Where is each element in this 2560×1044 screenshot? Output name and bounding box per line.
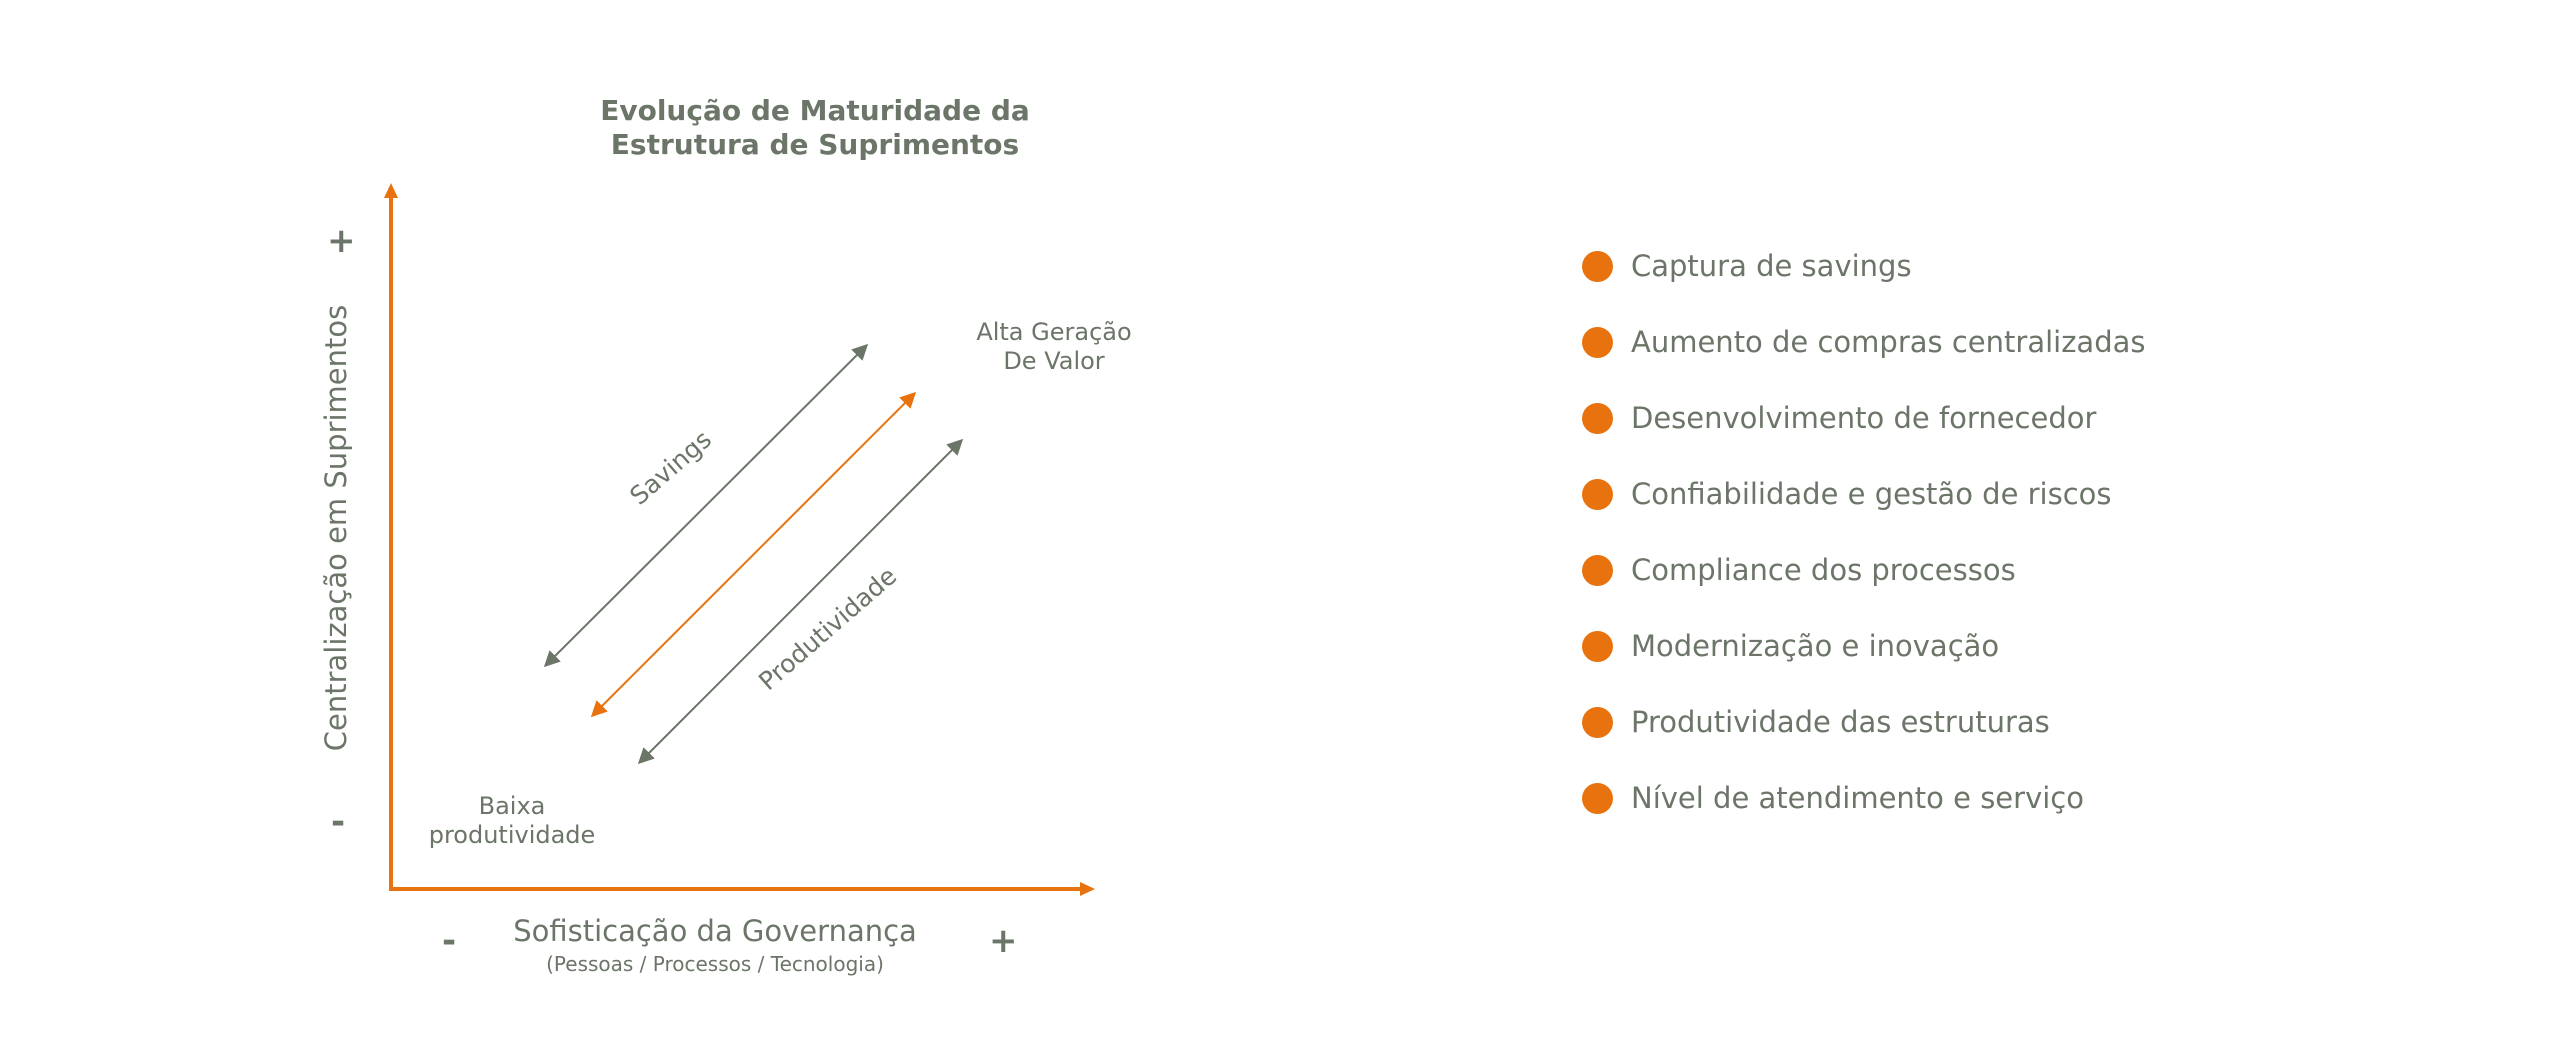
list-item: Aumento de compras centralizadas — [1582, 304, 2342, 380]
high-value-label-line2: De Valor — [1003, 347, 1105, 375]
list-item: Modernização e inovação — [1582, 608, 2342, 684]
y-axis-minus: - — [331, 802, 346, 842]
low-productivity-label-line1: Baixa — [478, 792, 546, 820]
x-axis-label: Sofisticação da Governança — [513, 914, 917, 948]
benefit-text: Desenvolvimento de fornecedor — [1631, 401, 2097, 435]
bullet-dot — [1582, 326, 1613, 358]
bullet-dot — [1582, 630, 1613, 662]
bullet-dot — [1582, 250, 1613, 282]
list-item: Captura de savings — [1582, 228, 2342, 304]
bullet-dot — [1582, 554, 1613, 586]
list-item: Compliance dos processos — [1582, 532, 2342, 608]
benefit-text: Captura de savings — [1631, 249, 1912, 283]
bullet-dot — [1582, 782, 1613, 814]
benefits-list: Captura de savings Aumento de compras ce… — [1582, 228, 2342, 836]
benefit-text: Compliance dos processos — [1631, 553, 2016, 587]
y-axis-plus: + — [327, 221, 356, 261]
benefit-text: Modernização e inovação — [1631, 629, 2000, 663]
x-axis-minus: - — [442, 921, 457, 961]
high-value-label-line1: Alta Geração — [976, 318, 1132, 346]
benefit-text: Produtividade das estruturas — [1631, 705, 2050, 739]
diagram-title-line2: Estrutura de Suprimentos — [610, 128, 1020, 161]
benefit-text: Confiabilidade e gestão de riscos — [1631, 477, 2112, 511]
benefit-text: Aumento de compras centralizadas — [1631, 325, 2146, 359]
diagram-title-line1: Evolução de Maturidade da — [600, 94, 1030, 127]
list-item: Produtividade das estruturas — [1582, 684, 2342, 760]
low-productivity-label: Baixa produtividade — [400, 792, 624, 850]
list-item: Nível de atendimento e serviço — [1582, 760, 2342, 836]
benefit-text: Nível de atendimento e serviço — [1631, 781, 2084, 815]
x-axis-sublabel: (Pessoas / Processos / Tecnologia) — [546, 952, 884, 976]
x-axis-plus: + — [989, 921, 1018, 961]
high-value-label: Alta Geração De Valor — [936, 318, 1172, 376]
productivity-arrow — [637, 438, 964, 765]
bullet-dot — [1582, 706, 1613, 738]
y-axis-arrowhead — [384, 183, 398, 198]
list-item: Desenvolvimento de fornecedor — [1582, 380, 2342, 456]
value-arrow — [590, 391, 917, 718]
bullet-dot — [1582, 402, 1613, 434]
bullet-dot — [1582, 478, 1613, 510]
y-axis-label: Centralização em Suprimentos — [319, 304, 353, 752]
diagram-title: Evolução de Maturidade da Estrutura de S… — [555, 94, 1075, 162]
low-productivity-label-line2: produtividade — [428, 821, 596, 849]
list-item: Confiabilidade e gestão de riscos — [1582, 456, 2342, 532]
x-axis-arrowhead — [1080, 882, 1095, 896]
